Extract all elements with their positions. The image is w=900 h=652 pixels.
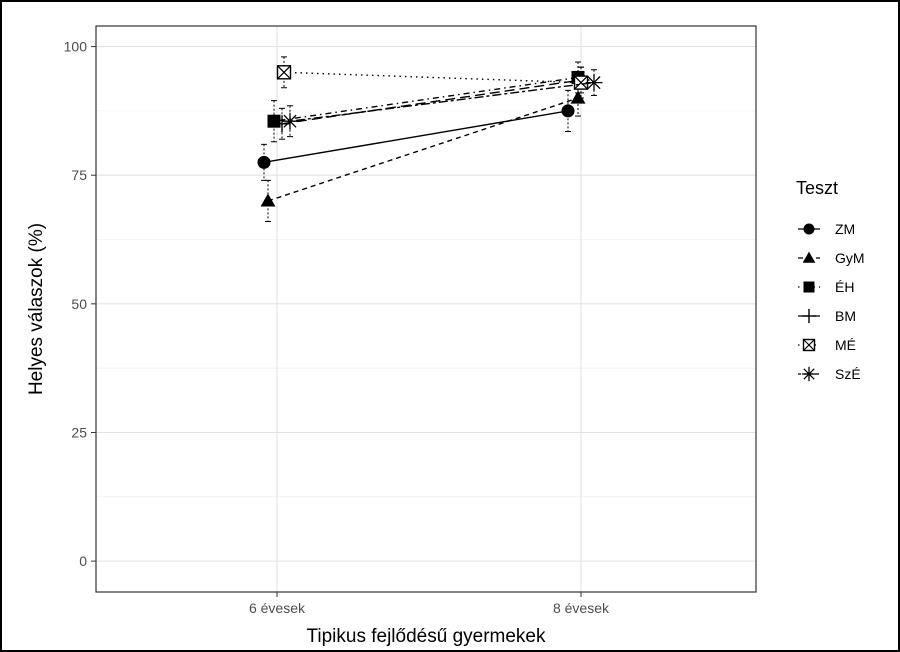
marker-shape (257, 155, 271, 169)
series-zm (257, 89, 575, 181)
legend-marker (801, 366, 817, 382)
data-point (260, 193, 276, 207)
x-tick-label: 6 évesek (249, 600, 306, 616)
y-tick-label: 0 (79, 553, 87, 569)
series-layer (257, 56, 603, 223)
y-tick-label: 50 (71, 296, 87, 312)
data-point (267, 114, 281, 128)
data-point (276, 65, 292, 80)
plot-panel-border (95, 25, 757, 593)
marker-shape (803, 368, 815, 380)
legend-item-zm: ZM (798, 221, 855, 237)
legend-title: Teszt (796, 178, 838, 198)
legend-item-gym: GyM (798, 250, 865, 266)
legend-marker (803, 281, 815, 293)
legend-label: SzÉ (835, 366, 861, 382)
legend-item-bm: BM (798, 308, 856, 324)
legend-item-szé: SzÉ (798, 366, 861, 382)
legend-label: GyM (835, 250, 865, 266)
axis-layer: 0 25 50 75 100 6 évesek 8 évesek (64, 39, 610, 616)
data-point (281, 112, 299, 130)
marker-shape (260, 193, 276, 207)
y-tick-label: 75 (71, 167, 87, 183)
series-gym (260, 79, 586, 223)
legend: Teszt ZM GyM ÉH BM MÉ SzÉ (796, 178, 865, 382)
y-tick-label: 25 (71, 424, 87, 440)
y-axis-title: Helyes válaszok (%) (26, 223, 47, 395)
marker-shape (570, 90, 586, 104)
legend-label: ÉH (835, 279, 854, 295)
series-line (283, 71, 582, 84)
series-line (263, 110, 569, 164)
marker-shape (574, 75, 588, 90)
series-szé (281, 69, 603, 138)
series-line (267, 97, 579, 202)
marker-shape (561, 104, 575, 118)
data-point (585, 74, 603, 92)
marker-shape (277, 65, 291, 80)
marker-shape (803, 281, 815, 293)
marker-shape (267, 114, 281, 128)
legend-marker (801, 308, 817, 324)
marker-shape (803, 339, 815, 351)
x-axis-title: Tipikus fejlődésű gyermekek (306, 626, 546, 647)
y-tick-label: 100 (64, 39, 88, 55)
data-point (570, 90, 586, 104)
marker-shape (802, 251, 816, 263)
legend-item-mé: MÉ (798, 337, 856, 353)
legend-label: BM (835, 308, 856, 324)
x-tick-label: 8 évesek (553, 600, 610, 616)
marker-shape (283, 114, 297, 128)
legend-marker (802, 338, 816, 352)
series-mé (276, 56, 589, 99)
data-point (573, 75, 589, 90)
data-point (561, 104, 575, 118)
marker-shape (587, 76, 601, 90)
grid-layer (96, 26, 756, 592)
data-point (257, 155, 271, 169)
legend-label: MÉ (835, 337, 856, 353)
legend-item-éh: ÉH (798, 279, 854, 295)
legend-label: ZM (835, 221, 855, 237)
series-line (273, 76, 579, 122)
plot-panel-background (96, 26, 756, 592)
series-line (289, 81, 595, 122)
legend-marker (802, 251, 816, 263)
marker-shape (803, 223, 815, 235)
legend-marker (803, 223, 815, 235)
